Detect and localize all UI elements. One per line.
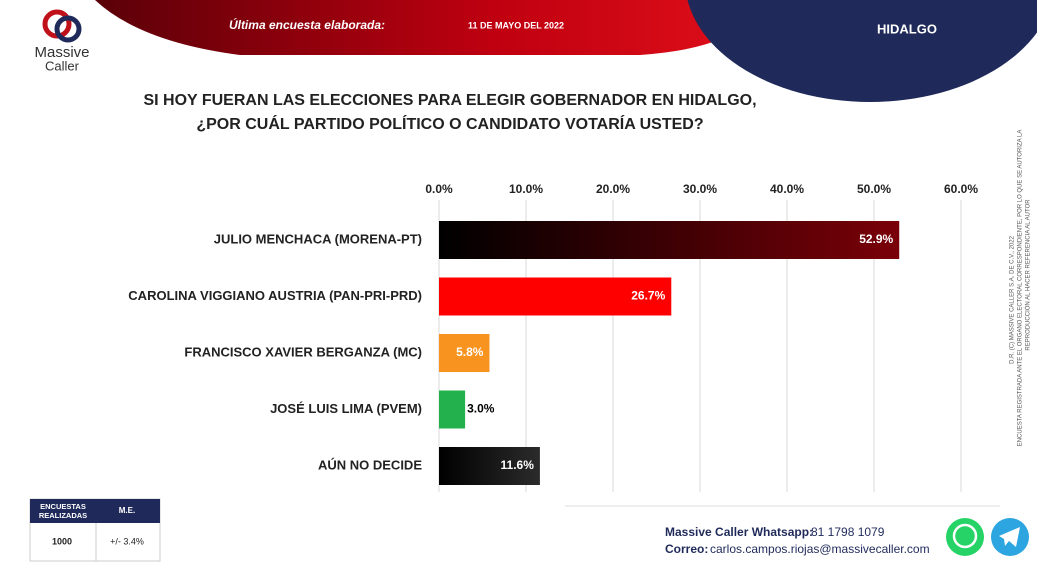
bar bbox=[439, 334, 490, 372]
summary-table: ENCUESTAS REALIZADAS M.E. 1000 +/- 3.4% bbox=[29, 498, 161, 562]
side-note: D.R. (C) MASSIVE CALLER S.A. DE C.V., 20… bbox=[1010, 235, 1016, 363]
x-tick-label: 10.0% bbox=[509, 182, 543, 196]
region: HIDALGO bbox=[877, 21, 937, 36]
logo-ring bbox=[54, 15, 82, 43]
survey-date: 11 DE MAYO DEL 2022 bbox=[468, 20, 564, 30]
x-tick-label: 0.0% bbox=[425, 182, 453, 196]
x-tick-label: 40.0% bbox=[770, 182, 804, 196]
table-cell: ENCUESTAS REALIZADAS bbox=[38, 502, 88, 520]
x-tick-label: 30.0% bbox=[683, 182, 717, 196]
bar bbox=[439, 447, 540, 485]
whatsapp-icon[interactable] bbox=[946, 518, 984, 556]
x-tick-label: 20.0% bbox=[596, 182, 630, 196]
logo-text: Massive bbox=[34, 44, 89, 61]
logo-text: Caller bbox=[45, 58, 80, 73]
contact: Massive Caller Whatsapp: 81 1798 1079 Co… bbox=[665, 518, 1029, 556]
table-header-text: ENCUESTAS REALIZADAS bbox=[38, 502, 88, 520]
chart-title: SI HOY FUERAN LAS ELECCIONES PARA ELEGIR… bbox=[143, 92, 756, 109]
side-note: ENCUESTA REGISTRADA ANTE EL ORGANO ELECT… bbox=[1018, 130, 1024, 447]
chart-title: ¿POR CUÁL PARTIDO POLÍTICO O CANDIDATO V… bbox=[196, 114, 703, 133]
table-header-text: M.E. bbox=[119, 506, 135, 515]
telegram-plane bbox=[999, 527, 1020, 547]
value-label: 5.8% bbox=[456, 345, 484, 359]
whatsapp-icon-ring bbox=[952, 523, 978, 549]
value-label: 3.0% bbox=[467, 402, 495, 416]
side-note: REPRODUCCIÓN AL HACER REFERENCIA AL AUTO… bbox=[1025, 199, 1032, 351]
email: carlos.campos.riojas@massivecaller.com bbox=[710, 542, 930, 556]
category-label: CAROLINA VIGGIANO AUSTRIA (PAN-PRI-PRD) bbox=[128, 288, 422, 303]
x-tick-label: 50.0% bbox=[857, 182, 891, 196]
header-band bbox=[95, 0, 765, 55]
x-tick-label: 60.0% bbox=[944, 182, 978, 196]
category-label: AÚN NO DECIDE bbox=[318, 457, 422, 472]
bar bbox=[439, 390, 466, 429]
bar bbox=[439, 221, 900, 259]
header-region-shape bbox=[687, 0, 1037, 102]
table-cell: 1000 bbox=[52, 536, 72, 546]
logo: Massive Caller bbox=[34, 9, 90, 73]
table-cell: +/- 3.4% bbox=[110, 536, 144, 546]
category-label: FRANCISCO XAVIER BERGANZA (MC) bbox=[184, 344, 422, 359]
category-label: JOSÉ LUIS LIMA (PVEM) bbox=[270, 401, 422, 416]
value-label: 11.6% bbox=[501, 458, 535, 472]
value-label: 52.9% bbox=[859, 232, 893, 246]
category-label: JULIO MENCHACA (MORENA-PT) bbox=[214, 231, 422, 246]
bar bbox=[439, 277, 672, 316]
plot: 0.0% 10.0% 20.0% 30.0% 40.0% 50.0% 60.0% JULIO … bbox=[128, 182, 978, 492]
email-label: Correo: bbox=[665, 542, 708, 556]
survey-label: Última encuesta elaborada: bbox=[229, 17, 385, 32]
table-header bbox=[30, 499, 160, 523]
value-label: 26.7% bbox=[631, 289, 665, 303]
whatsapp-label: Massive Caller Whatsapp: bbox=[665, 525, 813, 539]
whatsapp: 81 1798 1079 bbox=[811, 525, 885, 539]
